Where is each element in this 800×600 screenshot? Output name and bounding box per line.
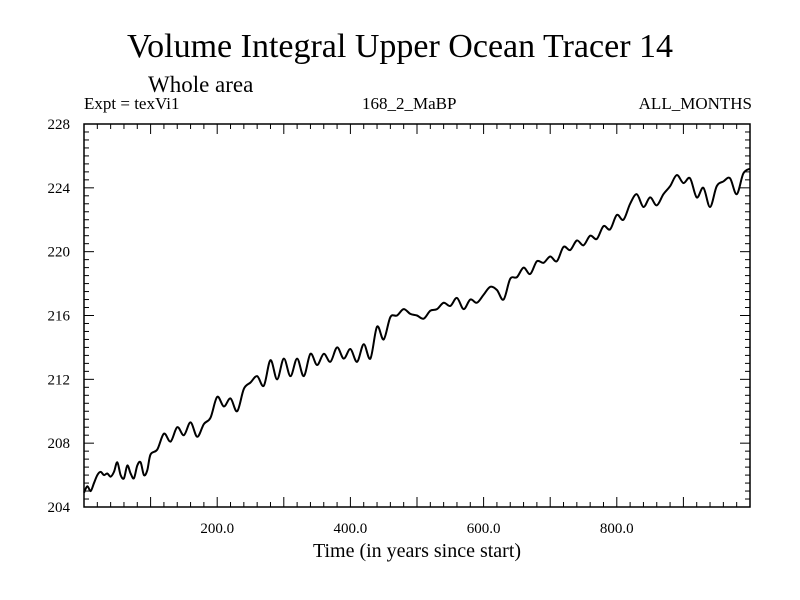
chart-title: Volume Integral Upper Ocean Tracer 14 [126, 28, 674, 65]
run-label: 168_2_MaBP [362, 94, 457, 113]
axis-tick-labels: 200.0 400.0 600.0 800.0 204 208 212 216 220 224 22… [48, 117, 634, 537]
x-tick-label: 800.0 [600, 521, 634, 537]
y-tick-label: 204 [48, 500, 71, 516]
x-tick-label: 400.0 [334, 521, 368, 537]
y-tick-label: 220 [48, 245, 71, 261]
series-line [83, 167, 751, 494]
axis-ticks [84, 124, 750, 507]
y-tick-label: 212 [48, 372, 71, 388]
x-tick-label: 600.0 [467, 521, 501, 537]
y-tick-label: 216 [48, 309, 71, 325]
months-label: ALL_MONTHS [638, 94, 752, 113]
y-tick-label: 228 [48, 117, 71, 133]
x-tick-label: 200.0 [200, 521, 234, 537]
y-tick-label: 208 [48, 436, 71, 452]
chart-subtitle: Whole area [148, 72, 254, 97]
x-axis-label: Time (in years since start) [312, 540, 522, 562]
experiment-label: Expt = texVi1 [84, 94, 180, 113]
y-tick-label: 224 [48, 181, 71, 197]
plot-frame [83, 123, 751, 508]
series-group [83, 167, 751, 494]
